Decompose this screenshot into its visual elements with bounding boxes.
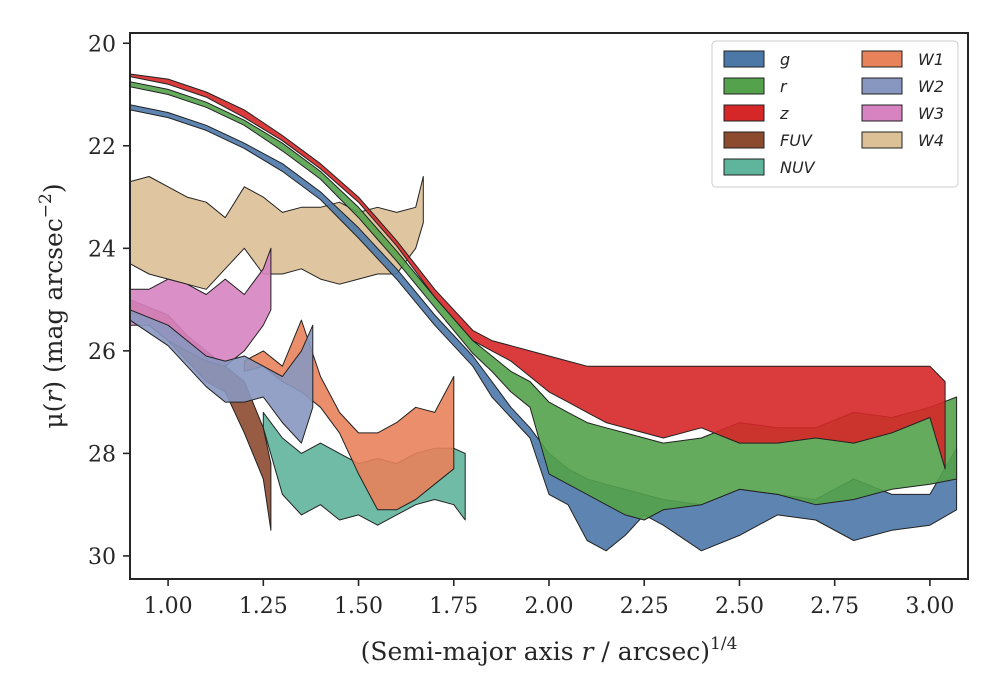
y-axis-title-exponent: −2 [36, 193, 56, 218]
y-axis-title-part: μ( [39, 403, 68, 429]
y-tick-label: 26 [88, 340, 116, 365]
x-axis: 1.00 1.25 1.50 1.75 2.00 2.25 2.50 2.75 3.00 [144, 579, 954, 619]
legend: grz FUV NUV W1 W2 W3 W4 [711, 40, 959, 188]
legend-swatch-nuv [723, 158, 765, 176]
legend-label-nuv: NUV [780, 158, 816, 177]
legend-label-w2: W2 [918, 77, 944, 96]
x-tick-label: 1.50 [334, 594, 383, 619]
y-tick-label: 28 [88, 442, 116, 467]
x-tick-label: 3.00 [905, 594, 954, 619]
legend-label-w1: W1 [918, 50, 944, 69]
y-tick-label: 22 [88, 135, 116, 160]
y-axis-title-part: ) (mag arcsec [39, 218, 68, 391]
legend-swatch-r [723, 77, 765, 95]
legend-label-w4: W4 [918, 131, 944, 150]
legend-label-w3: W3 [918, 104, 944, 123]
legend-label-z: z [779, 104, 789, 123]
x-axis-title-part: / arcsec) [593, 637, 710, 666]
legend-swatch-z [723, 104, 765, 122]
y-tick-label: 24 [88, 237, 116, 262]
legend-swatch-w1 [861, 50, 903, 68]
y-tick-label: 20 [88, 32, 116, 57]
series-band-r [130, 81, 958, 521]
y-axis-title-part: ) [39, 183, 68, 193]
y-axis: 20 22 24 26 28 30 [88, 32, 130, 570]
x-tick-label: 2.75 [810, 594, 859, 619]
legend-swatch-w3 [861, 104, 903, 122]
legend-swatch-w4 [861, 131, 903, 149]
legend-label-r: r [780, 77, 788, 96]
x-axis-title-part: r [582, 637, 596, 666]
x-axis-title-exponent: 1/4 [710, 634, 737, 654]
x-axis-title-part: (Semi-major axis [361, 637, 582, 666]
series-band-w4 [130, 176, 424, 290]
legend-swatch-w2 [861, 77, 903, 95]
legend-label-fuv: FUV [780, 131, 813, 150]
x-tick-label: 1.00 [144, 594, 193, 619]
x-tick-label: 2.25 [620, 594, 669, 619]
legend-swatch-g [723, 50, 765, 68]
x-axis-title: (Semi-major axis r / arcsec)1/4 [361, 634, 738, 666]
x-tick-label: 1.75 [429, 594, 478, 619]
x-tick-label: 2.50 [715, 594, 764, 619]
x-tick-label: 1.25 [239, 594, 288, 619]
y-axis-title-part: r [39, 389, 68, 403]
plot-area [130, 73, 958, 552]
series-band-g [130, 104, 958, 552]
x-tick-label: 2.00 [525, 594, 574, 619]
y-tick-label: 30 [88, 545, 116, 570]
legend-label-g: g [780, 50, 790, 69]
y-axis-title: μ(r) (mag arcsec−2) [36, 183, 68, 428]
series-band-z [130, 73, 946, 470]
series-band-w2 [130, 309, 314, 444]
legend-swatch-fuv [723, 131, 765, 149]
